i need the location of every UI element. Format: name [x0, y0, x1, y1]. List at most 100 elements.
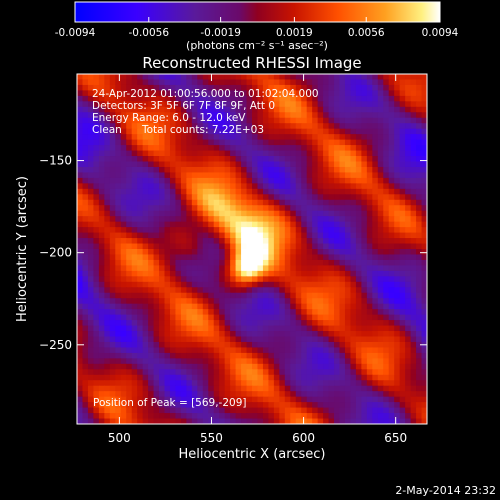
- heatmap-cell: [98, 298, 105, 305]
- heatmap-cell: [120, 391, 127, 398]
- heatmap-cell: [290, 216, 297, 223]
- heatmap-cell: [328, 101, 335, 108]
- heatmap-cell: [109, 156, 116, 163]
- heatmap-cell: [394, 374, 401, 381]
- heatmap-cell: [388, 385, 395, 392]
- heatmap-cell: [120, 407, 127, 414]
- heatmap-cell: [312, 117, 319, 124]
- heatmap-cell: [334, 336, 341, 343]
- heatmap-cell: [164, 265, 171, 272]
- heatmap-cell: [131, 194, 138, 201]
- heatmap-cell: [361, 314, 368, 321]
- heatmap-cell: [410, 281, 417, 288]
- heatmap-cell: [148, 188, 155, 195]
- heatmap-cell: [301, 270, 308, 277]
- heatmap-cell: [202, 90, 209, 97]
- heatmap-cell: [252, 238, 259, 245]
- heatmap-cell: [148, 101, 155, 108]
- heatmap-cell: [126, 265, 133, 272]
- heatmap-cell: [208, 194, 215, 201]
- heatmap-cell: [268, 199, 275, 206]
- heatmap-cell: [328, 374, 335, 381]
- heatmap-cell: [164, 238, 171, 245]
- heatmap-cell: [120, 358, 127, 365]
- heatmap-cell: [175, 156, 182, 163]
- heatmap-cell: [257, 347, 264, 354]
- heatmap-cell: [377, 210, 384, 217]
- axis-ticks: 500 550 600 650−250−200−150: [39, 74, 427, 445]
- heatmap-cell: [339, 199, 346, 206]
- heatmap-cell: [93, 216, 100, 223]
- heatmap-cell: [262, 303, 270, 310]
- heatmap-cell: [98, 249, 105, 256]
- heatmap-cell: [142, 183, 149, 190]
- heatmap-cell: [273, 265, 280, 272]
- heatmap-cell: [383, 156, 390, 163]
- heatmap-cell: [312, 298, 319, 305]
- heatmap-cell: [372, 303, 379, 310]
- heatmap-cell: [109, 84, 116, 92]
- heatmap-cell: [279, 358, 286, 365]
- heatmap-cell: [87, 188, 95, 195]
- heatmap-cell: [191, 243, 198, 250]
- heatmap-cell: [104, 396, 111, 403]
- heatmap-cell: [219, 309, 226, 316]
- heatmap-cell: [164, 413, 171, 420]
- heatmap-cell: [131, 352, 138, 359]
- heatmap-cell: [399, 380, 406, 387]
- method-annotation: Clean: [92, 124, 122, 136]
- heatmap-cell: [399, 139, 406, 146]
- heatmap-cell: [312, 123, 319, 130]
- heatmap-cell: [104, 227, 111, 234]
- heatmap-cell: [131, 259, 138, 267]
- heatmap-cell: [137, 166, 144, 174]
- heatmap-cell: [323, 227, 330, 234]
- heatmap-cell: [312, 325, 319, 332]
- heatmap-cell: [82, 385, 89, 392]
- heatmap-cell: [230, 314, 237, 321]
- heatmap-cell: [410, 276, 417, 283]
- heatmap-cell: [334, 249, 341, 256]
- heatmap-cell: [295, 402, 302, 409]
- heatmap-cell: [306, 336, 313, 343]
- heatmap-cell: [410, 402, 417, 409]
- heatmap-cell: [361, 331, 368, 338]
- heatmap-cell: [180, 265, 187, 272]
- heatmap-cell: [186, 385, 193, 392]
- heatmap-cell: [208, 90, 215, 97]
- heatmap-cell: [268, 413, 275, 420]
- heatmap-cell: [421, 238, 427, 245]
- heatmap-cell: [317, 221, 324, 228]
- heatmap-cell: [339, 216, 346, 223]
- heatmap-cell: [82, 117, 89, 124]
- heatmap-cell: [175, 90, 182, 97]
- heatmap-cell: [295, 194, 302, 201]
- heatmap-cell: [235, 341, 242, 349]
- heatmap-cell: [213, 396, 220, 403]
- heatmap-cell: [137, 101, 144, 108]
- heatmap-cell: [104, 407, 111, 414]
- heatmap-cell: [98, 84, 105, 92]
- heatmap-cell: [169, 331, 177, 338]
- heatmap-cell: [372, 418, 379, 424]
- heatmap-cell: [131, 249, 138, 256]
- heatmap-cell: [323, 106, 330, 113]
- heatmap-cell: [361, 123, 368, 130]
- heatmap-cell: [416, 336, 423, 343]
- heatmap-cell: [306, 314, 313, 321]
- heatmap-cell: [295, 139, 302, 146]
- heatmap-cell: [137, 112, 144, 119]
- heatmap-cell: [421, 303, 427, 310]
- heatmap-cell: [153, 347, 160, 354]
- heatmap-cell: [246, 341, 253, 349]
- heatmap-cell: [372, 347, 379, 354]
- heatmap-cell: [383, 309, 390, 316]
- heatmap-cell: [169, 232, 177, 239]
- heatmap-cell: [241, 270, 248, 277]
- heatmap-cell: [377, 281, 384, 288]
- heatmap-cell: [388, 74, 395, 81]
- x-axis-label: Heliocentric X (arcsec): [179, 447, 326, 462]
- heatmap-cell: [410, 325, 417, 332]
- heatmap-cell: [213, 123, 220, 130]
- heatmap-cell: [153, 79, 160, 86]
